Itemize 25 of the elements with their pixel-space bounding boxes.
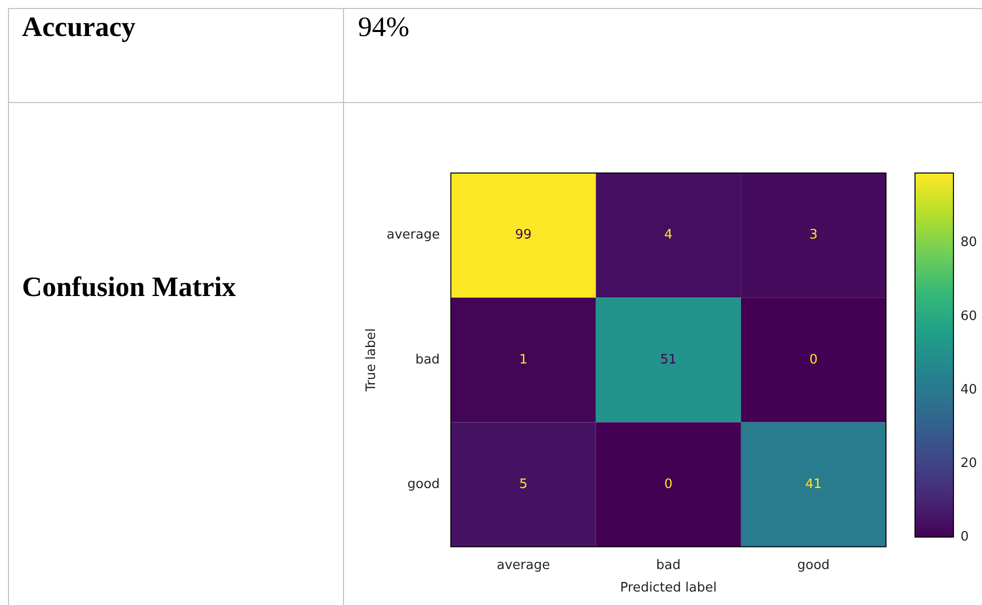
data-label: 4 (664, 228, 673, 243)
y-tick-label: good (407, 476, 440, 492)
x-axis-title: Predicted label (620, 580, 717, 596)
color-bar-label: 80 (960, 235, 978, 250)
data-label: 99 (515, 228, 532, 243)
text: Accuracy (22, 12, 136, 44)
x-tick-label: average (496, 558, 550, 573)
y-tick-label: average (386, 228, 440, 243)
y-tick-label: bad (415, 352, 440, 368)
x-tick-label: bad (656, 558, 681, 573)
data-label: 0 (664, 476, 673, 492)
data-label: 41 (805, 476, 822, 492)
color-bar-label: 0 (960, 529, 969, 544)
color-bar-label: 60 (960, 308, 978, 324)
x-tick-label: good (797, 558, 830, 573)
data-label: 0 (809, 352, 818, 368)
y-axis-title: True label (364, 328, 380, 392)
data-label: 1 (519, 352, 528, 368)
data-label: 3 (809, 228, 818, 243)
text: 94% (358, 12, 410, 44)
color-bar-label: 20 (960, 456, 978, 471)
color-bar-label: 40 (960, 382, 978, 398)
data-label: 5 (519, 476, 528, 492)
data-label: 51 (660, 352, 677, 368)
text: Confusion Matrix (22, 272, 236, 304)
